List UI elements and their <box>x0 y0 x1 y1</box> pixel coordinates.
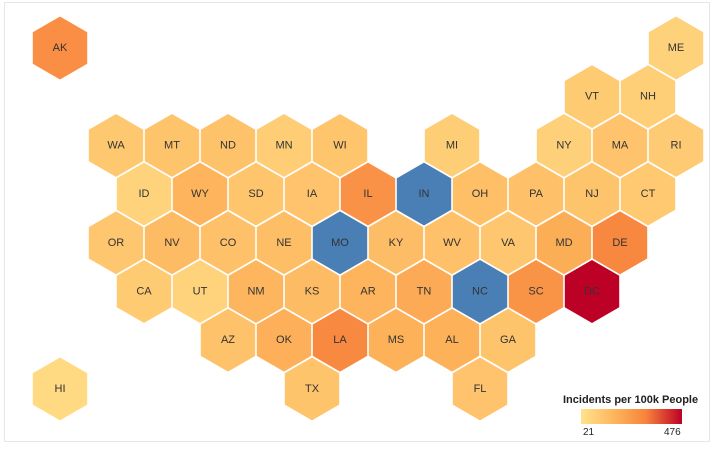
legend-title: Incidents per 100k People <box>563 394 699 406</box>
state-hex-ca[interactable] <box>115 258 173 325</box>
state-hex-il[interactable] <box>339 161 397 227</box>
state-hex-id[interactable] <box>115 161 173 227</box>
state-hex-ak[interactable] <box>31 15 89 81</box>
state-hex-al[interactable] <box>423 307 481 373</box>
state-hex-de[interactable] <box>591 210 649 276</box>
state-hex-ri[interactable] <box>647 112 705 178</box>
state-hex-ms[interactable] <box>367 307 425 373</box>
state-hex-ne[interactable] <box>255 210 313 276</box>
state-hex-nh[interactable] <box>619 64 677 130</box>
state-hex-ky[interactable] <box>367 210 425 276</box>
state-hex-az[interactable] <box>199 307 257 373</box>
state-hex-sc[interactable] <box>507 258 565 325</box>
state-hex-wi[interactable] <box>311 112 369 178</box>
state-hex-mi[interactable] <box>423 112 481 178</box>
state-hex-tn[interactable] <box>395 258 453 325</box>
legend-max-label: 476 <box>664 427 681 438</box>
state-hex-tx[interactable] <box>283 356 341 422</box>
state-hex-va[interactable] <box>479 210 537 276</box>
state-hex-in[interactable] <box>395 161 453 227</box>
state-hex-mo[interactable] <box>311 210 369 276</box>
state-hex-ga[interactable] <box>479 307 537 373</box>
state-hex-nc[interactable] <box>451 258 509 325</box>
state-hex-fl[interactable] <box>451 356 509 422</box>
state-hex-ks[interactable] <box>283 258 341 325</box>
state-hex-hi[interactable] <box>31 356 89 422</box>
state-hex-ia[interactable] <box>283 161 341 227</box>
state-hex-ut[interactable] <box>171 258 229 325</box>
state-hex-wa[interactable] <box>87 112 145 178</box>
state-hex-nj[interactable] <box>563 161 621 227</box>
state-hex-ma[interactable] <box>591 112 649 178</box>
state-hex-la[interactable] <box>311 307 369 373</box>
state-hex-oh[interactable] <box>451 161 509 227</box>
state-hex-sd[interactable] <box>227 161 285 227</box>
legend-min-label: 21 <box>583 427 595 438</box>
state-hex-mt[interactable] <box>143 112 201 178</box>
state-hex-vt[interactable] <box>563 64 621 130</box>
state-hex-nd[interactable] <box>199 112 257 178</box>
state-hex-or[interactable] <box>87 210 145 276</box>
state-hex-mn[interactable] <box>255 112 313 178</box>
state-hex-me[interactable] <box>647 15 705 81</box>
legend-color-bar <box>581 409 682 424</box>
state-hex-ok[interactable] <box>255 307 313 373</box>
state-hex-nv[interactable] <box>143 210 201 276</box>
state-hex-dc[interactable] <box>563 258 621 325</box>
state-hex-nm[interactable] <box>227 258 285 325</box>
state-hex-wv[interactable] <box>423 210 481 276</box>
state-hex-ar[interactable] <box>339 258 397 325</box>
state-hex-wy[interactable] <box>171 161 229 227</box>
state-hex-pa[interactable] <box>507 161 565 227</box>
state-hex-ct[interactable] <box>619 161 677 227</box>
state-hex-ny[interactable] <box>535 112 593 178</box>
state-hex-md[interactable] <box>535 210 593 276</box>
state-hex-co[interactable] <box>199 210 257 276</box>
